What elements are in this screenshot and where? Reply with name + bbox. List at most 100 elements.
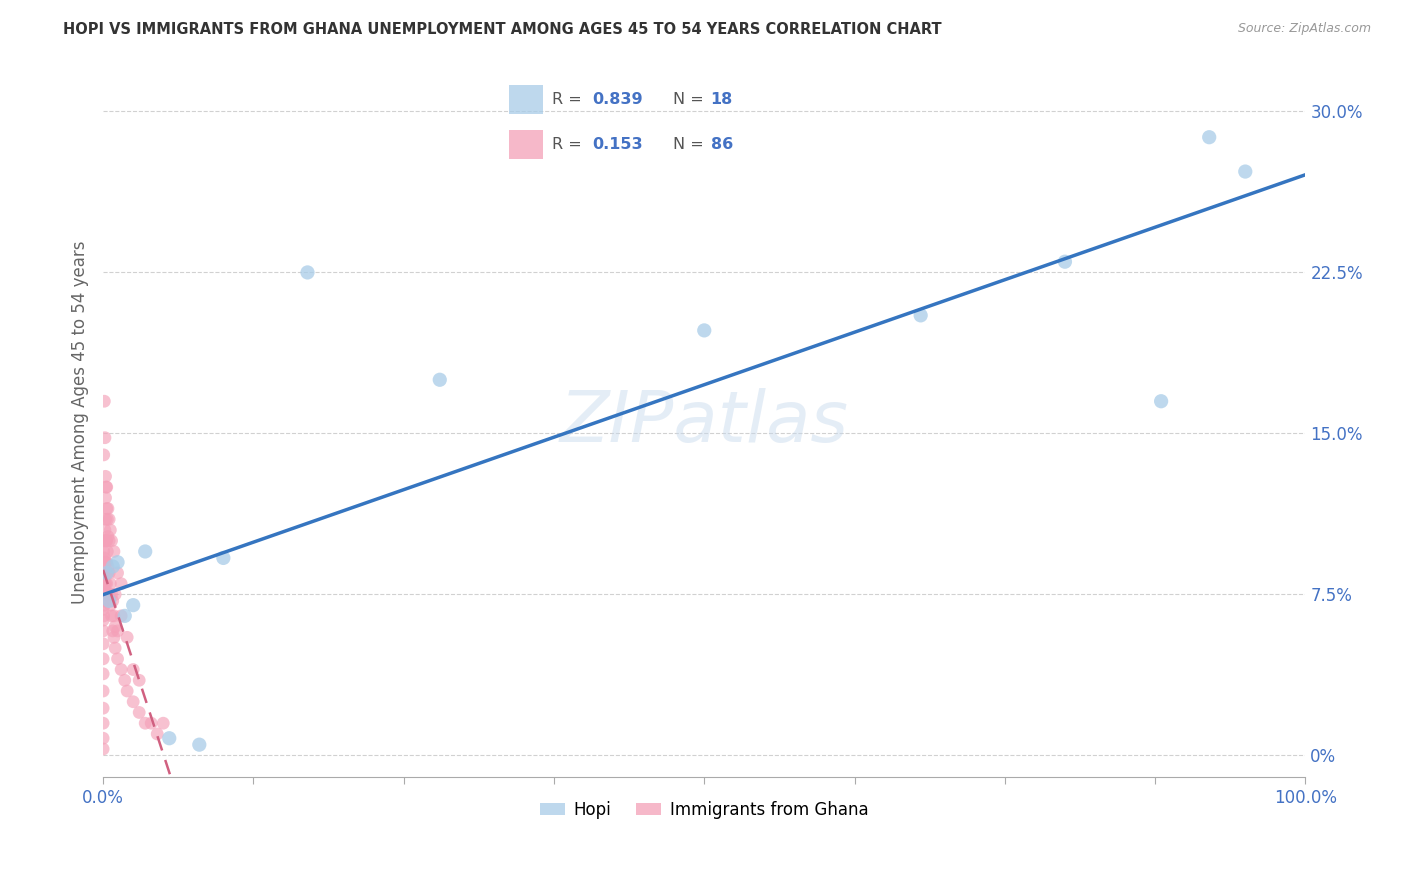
Point: [114, 673, 136, 688]
Point: [96, 555, 118, 569]
Point: [94, 469, 117, 483]
Point: [94, 491, 117, 505]
Point: [91, 566, 114, 580]
Point: [134, 716, 156, 731]
Point: [152, 716, 174, 731]
Point: [94, 431, 117, 445]
Point: [94, 533, 117, 548]
Point: [96, 501, 118, 516]
Point: [107, 555, 129, 569]
Text: Source: ZipAtlas.com: Source: ZipAtlas.com: [1237, 22, 1371, 36]
Point: [910, 309, 932, 323]
Point: [128, 706, 150, 720]
Point: [93, 566, 115, 580]
Point: [104, 619, 127, 633]
Point: [94, 594, 117, 608]
Point: [157, 731, 180, 746]
Point: [93, 587, 115, 601]
Point: [98, 566, 121, 580]
Point: [98, 533, 121, 548]
Point: [141, 716, 163, 731]
Point: [94, 523, 117, 537]
Point: [134, 544, 156, 558]
Point: [96, 533, 118, 548]
Point: [107, 652, 129, 666]
Point: [91, 652, 114, 666]
Point: [91, 684, 114, 698]
Point: [97, 559, 120, 574]
Point: [146, 727, 169, 741]
Point: [93, 550, 115, 565]
Point: [94, 555, 117, 569]
Point: [101, 594, 124, 608]
Point: [91, 637, 114, 651]
Point: [94, 576, 117, 591]
Point: [93, 581, 115, 595]
Point: [98, 576, 121, 591]
Point: [93, 448, 115, 462]
Point: [93, 608, 115, 623]
Point: [107, 624, 129, 638]
Text: HOPI VS IMMIGRANTS FROM GHANA UNEMPLOYMENT AMONG AGES 45 TO 54 YEARS CORRELATION: HOPI VS IMMIGRANTS FROM GHANA UNEMPLOYME…: [63, 22, 942, 37]
Point: [98, 594, 121, 608]
Point: [1150, 394, 1173, 409]
Point: [1234, 164, 1257, 178]
Point: [93, 394, 115, 409]
Point: [94, 555, 117, 569]
Point: [122, 598, 145, 612]
Point: [103, 608, 125, 623]
Point: [103, 631, 125, 645]
Point: [94, 512, 117, 526]
Y-axis label: Unemployment Among Ages 45 to 54 years: Unemployment Among Ages 45 to 54 years: [72, 241, 89, 605]
Point: [100, 533, 122, 548]
Point: [94, 533, 117, 548]
Point: [94, 480, 117, 494]
Point: [188, 738, 211, 752]
Point: [93, 544, 115, 558]
Point: [297, 265, 319, 279]
Point: [91, 594, 114, 608]
Point: [97, 587, 120, 601]
Point: [104, 641, 127, 656]
Point: [101, 559, 124, 574]
Point: [429, 373, 451, 387]
Point: [110, 663, 132, 677]
Point: [100, 608, 122, 623]
Point: [128, 673, 150, 688]
Point: [100, 587, 122, 601]
Point: [93, 533, 115, 548]
Point: [110, 576, 132, 591]
Point: [91, 585, 114, 599]
Point: [122, 663, 145, 677]
Point: [98, 523, 121, 537]
Text: ZIPatlas: ZIPatlas: [560, 388, 849, 458]
Point: [115, 684, 138, 698]
Point: [96, 566, 118, 580]
Point: [122, 695, 145, 709]
Point: [91, 576, 114, 591]
Point: [212, 550, 235, 565]
Point: [110, 608, 132, 623]
Point: [104, 587, 127, 601]
Point: [96, 480, 118, 494]
Point: [91, 742, 114, 756]
Point: [101, 624, 124, 638]
Point: [91, 666, 114, 681]
Point: [91, 701, 114, 715]
Point: [98, 512, 121, 526]
Point: [1198, 130, 1220, 145]
Point: [97, 501, 120, 516]
Point: [114, 608, 136, 623]
Point: [96, 576, 118, 591]
Point: [91, 731, 114, 746]
Point: [103, 544, 125, 558]
Point: [107, 566, 129, 580]
Legend: Hopi, Immigrants from Ghana: Hopi, Immigrants from Ghana: [533, 794, 875, 825]
Point: [94, 576, 117, 591]
Point: [98, 587, 121, 601]
Point: [93, 598, 115, 612]
Point: [96, 544, 118, 558]
Point: [96, 512, 118, 526]
Point: [97, 529, 120, 543]
Point: [98, 598, 121, 612]
